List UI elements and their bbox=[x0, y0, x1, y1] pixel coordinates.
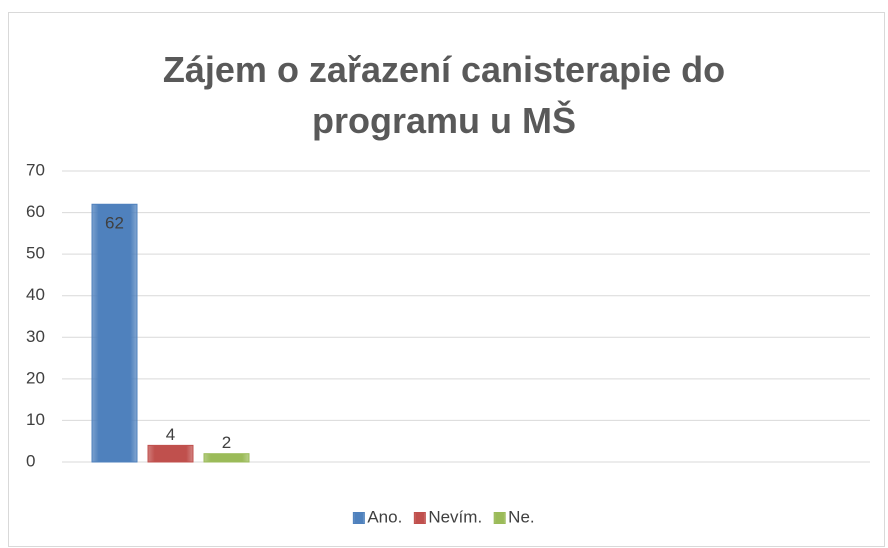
legend-label: Ne. bbox=[508, 507, 534, 526]
legend-swatch bbox=[493, 512, 506, 524]
y-tick-label: 20 bbox=[26, 368, 45, 387]
legend-swatch bbox=[352, 512, 365, 524]
y-tick-label: 30 bbox=[26, 327, 45, 346]
y-tick-label: 70 bbox=[26, 160, 45, 179]
y-tick-label: 50 bbox=[26, 244, 45, 263]
legend-swatch bbox=[413, 512, 426, 524]
bar bbox=[203, 453, 250, 463]
y-tick-label: 0 bbox=[26, 451, 35, 470]
legend-label: Nevím. bbox=[428, 507, 482, 526]
bar bbox=[91, 203, 138, 463]
data-label: 62 bbox=[105, 214, 124, 233]
chart-title: Zájem o zařazení canisterapie do program… bbox=[162, 49, 726, 141]
data-label: 2 bbox=[222, 433, 231, 452]
bar bbox=[147, 444, 194, 463]
legend-label: Ano. bbox=[367, 507, 402, 526]
y-tick-label: 60 bbox=[26, 202, 45, 221]
y-tick-label: 40 bbox=[26, 285, 45, 304]
data-label: 4 bbox=[166, 425, 175, 444]
y-tick-label: 10 bbox=[26, 410, 45, 429]
